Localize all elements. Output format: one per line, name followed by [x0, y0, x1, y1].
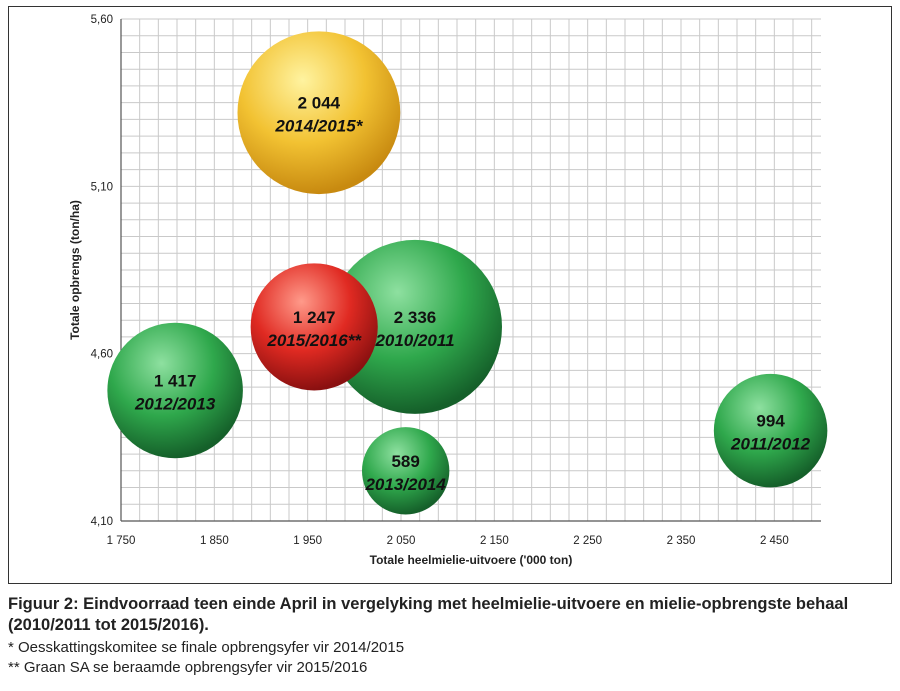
bubbles — [107, 31, 828, 515]
bubble-20122013 — [107, 322, 243, 459]
data-label-season: 2012/2013 — [134, 394, 216, 413]
bubble-chart: 1 750 1 850 1 950 2 050 2 150 2 250 2 350 2 450… — [68, 14, 828, 567]
x-axis-title: Totale heelmielie-uitvoere ('000 ton) — [370, 553, 573, 567]
data-label-stock: 1 417 — [154, 371, 197, 390]
data-label-season: 2010/2011 — [374, 331, 454, 350]
data-label-stock: 1 247 — [293, 308, 336, 327]
x-tick-label: 1 850 — [200, 535, 229, 547]
figure-caption: Figuur 2: Eindvoorraad teen einde April … — [8, 594, 892, 678]
data-label-season: 2014/2015* — [274, 117, 363, 136]
data-label-season: 2013/2014 — [364, 475, 446, 494]
y-tick-label: 5,10 — [91, 181, 113, 193]
bubble-labels: 2 044 2014/2015* 2 336 2010/2011 1 247 2015/2… — [134, 94, 811, 494]
data-label-season: 2011/2012 — [730, 435, 811, 454]
bubble-20112012 — [713, 373, 828, 488]
x-tick-label: 2 450 — [760, 535, 789, 547]
data-label-stock: 994 — [756, 412, 785, 431]
data-label-stock: 2 336 — [394, 308, 437, 327]
x-tick-label: 2 250 — [573, 535, 602, 547]
caption-note-1: * Oesskattingskomitee se finale opbrengs… — [8, 639, 405, 656]
data-label-season: 2015/2016** — [266, 331, 362, 350]
y-tick-label: 4,60 — [91, 349, 113, 361]
bubble-20102011 — [328, 239, 502, 414]
y-tick-label: 5,60 — [91, 14, 113, 26]
bubble-20142015 — [237, 31, 401, 195]
data-label-stock: 589 — [391, 452, 419, 471]
caption-note-2: ** Graan SA se beraamde opbrengsyfer vir… — [8, 659, 368, 676]
x-tick-label: 1 950 — [293, 535, 322, 547]
data-label-stock: 2 044 — [298, 94, 341, 113]
y-axis-title: Totale opbrengs (ton/ha) — [68, 200, 82, 340]
chart-frame: 1 750 1 850 1 950 2 050 2 150 2 250 2 350 2 450… — [8, 6, 892, 584]
caption-title: Figuur 2: Eindvoorraad teen einde April … — [8, 595, 849, 634]
y-tick-label: 4,10 — [91, 516, 113, 528]
bubble-20132014 — [361, 427, 450, 515]
x-tick-label: 2 350 — [667, 535, 696, 547]
x-tick-label: 2 150 — [480, 535, 509, 547]
bubble-20152016 — [250, 263, 378, 391]
x-tick-label: 1 750 — [107, 535, 136, 547]
x-tick-label: 2 050 — [387, 535, 416, 547]
